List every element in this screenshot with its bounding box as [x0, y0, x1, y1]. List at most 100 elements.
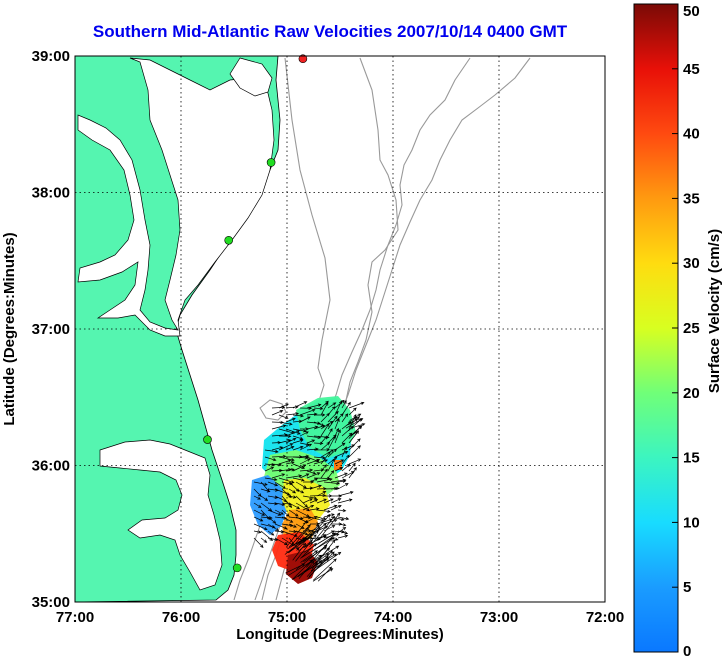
velocity-vector	[348, 467, 357, 479]
velocity-vector	[334, 400, 343, 416]
velocity-vector	[330, 516, 345, 522]
x-tick-label: 74:00	[374, 609, 412, 626]
velocity-vector	[278, 477, 295, 484]
velocity-vector	[278, 403, 289, 409]
velocity-vector	[253, 495, 261, 500]
velocity-vector	[278, 443, 294, 451]
y-tick-label: 37:00	[32, 321, 70, 338]
albemarle-sound	[99, 439, 223, 591]
velocity-vector	[302, 498, 314, 504]
x-axis-ticks: 77:00 76:00 75:00 74:00 73:00 72:00	[56, 609, 624, 626]
colorbar-label: Surface Velocity (cm/s)	[706, 229, 723, 393]
radar-station-marker	[224, 235, 233, 245]
velocity-vector	[267, 523, 280, 531]
velocity-vector	[278, 456, 295, 462]
velocity-vector	[334, 451, 349, 458]
velocity-vector	[334, 472, 348, 479]
velocity-vector	[267, 509, 282, 516]
x-tick-label: 73:00	[480, 609, 518, 626]
velocity-vector	[313, 424, 326, 430]
velocity-vector	[278, 459, 292, 465]
velocity-vector	[267, 481, 279, 487]
velocity-vector	[341, 454, 350, 465]
y-tick-label: 38:00	[32, 185, 70, 202]
colorbar-tick-label: 50	[683, 3, 700, 20]
velocity-patch-west	[250, 475, 288, 535]
x-axis-label: Longitude (Degrees:Minutes)	[236, 626, 444, 643]
velocity-vector	[337, 479, 347, 483]
velocity-vector	[292, 445, 304, 451]
velocity-vector	[292, 463, 306, 469]
velocity-vector	[264, 449, 279, 454]
velocity-vector	[285, 445, 295, 451]
velocity-vector	[253, 509, 266, 516]
velocity-vector	[345, 418, 364, 429]
velocity-vector	[274, 530, 285, 534]
velocity-vector	[299, 442, 310, 447]
velocity-vector	[330, 498, 342, 504]
velocity-vector	[285, 429, 301, 437]
map-axes-frame	[74, 55, 606, 603]
velocity-vector	[341, 432, 353, 444]
velocity-vector	[301, 537, 335, 558]
velocity-vector	[300, 550, 318, 563]
colorbar-tick-label: 5	[683, 579, 691, 596]
velocity-vector	[337, 534, 349, 539]
velocity-vector	[278, 434, 292, 438]
velocity-vector	[320, 449, 334, 458]
velocity-vector	[310, 558, 330, 572]
velocity-vector	[337, 523, 347, 527]
velocity-vector	[292, 477, 305, 482]
velocity-vector	[298, 523, 327, 546]
radar-station-marker	[232, 563, 242, 573]
velocity-vector	[334, 429, 341, 444]
velocity-vector	[327, 470, 335, 479]
inland-water	[77, 57, 275, 591]
velocity-vector	[313, 413, 326, 417]
colorbar-tick-label: 40	[683, 126, 700, 143]
velocity-vector	[253, 530, 262, 534]
velocity-vector	[316, 498, 327, 504]
velocity-vector	[288, 509, 299, 517]
velocity-vector	[260, 537, 268, 543]
x-tick-label: 76:00	[162, 609, 200, 626]
colorbar-tick-label: 45	[683, 61, 700, 78]
velocity-vector	[309, 499, 319, 504]
velocity-vector	[302, 515, 312, 520]
velocity-vector	[260, 488, 271, 493]
velocity-vector	[330, 537, 339, 541]
velocity-vector	[288, 495, 297, 499]
velocity-vector	[306, 537, 333, 568]
velocity-vector	[313, 459, 329, 465]
velocity-vector	[327, 435, 336, 451]
velocity-vector	[295, 488, 305, 494]
colorbar-tick-label: 0	[683, 643, 691, 659]
velocity-vector	[271, 454, 287, 459]
velocity-vector	[274, 509, 284, 515]
velocity-vector	[348, 445, 361, 458]
velocity-vector	[327, 410, 339, 423]
velocity-vector	[334, 467, 344, 472]
velocity-vector	[341, 400, 347, 409]
velocity-vector	[288, 537, 300, 551]
velocity-vector	[295, 530, 309, 536]
radar-station-marker	[266, 158, 276, 167]
velocity-vector	[320, 464, 328, 472]
velocity-vector	[253, 523, 268, 531]
velocity-vector	[274, 502, 286, 507]
velocity-vector	[294, 527, 309, 546]
velocity-vector	[295, 534, 317, 562]
velocity-vector	[334, 413, 344, 423]
velocity-vector	[351, 425, 362, 436]
velocity-vector	[317, 533, 336, 544]
colorbar-tick-label: 25	[683, 320, 700, 337]
velocity-vector	[309, 516, 325, 522]
velocity-vector	[330, 504, 342, 511]
velocity-vector	[253, 516, 264, 522]
velocity-vector	[292, 464, 307, 472]
velocity-vector	[285, 474, 303, 479]
velocity-vector	[320, 401, 329, 416]
velocity-vector	[320, 412, 330, 423]
